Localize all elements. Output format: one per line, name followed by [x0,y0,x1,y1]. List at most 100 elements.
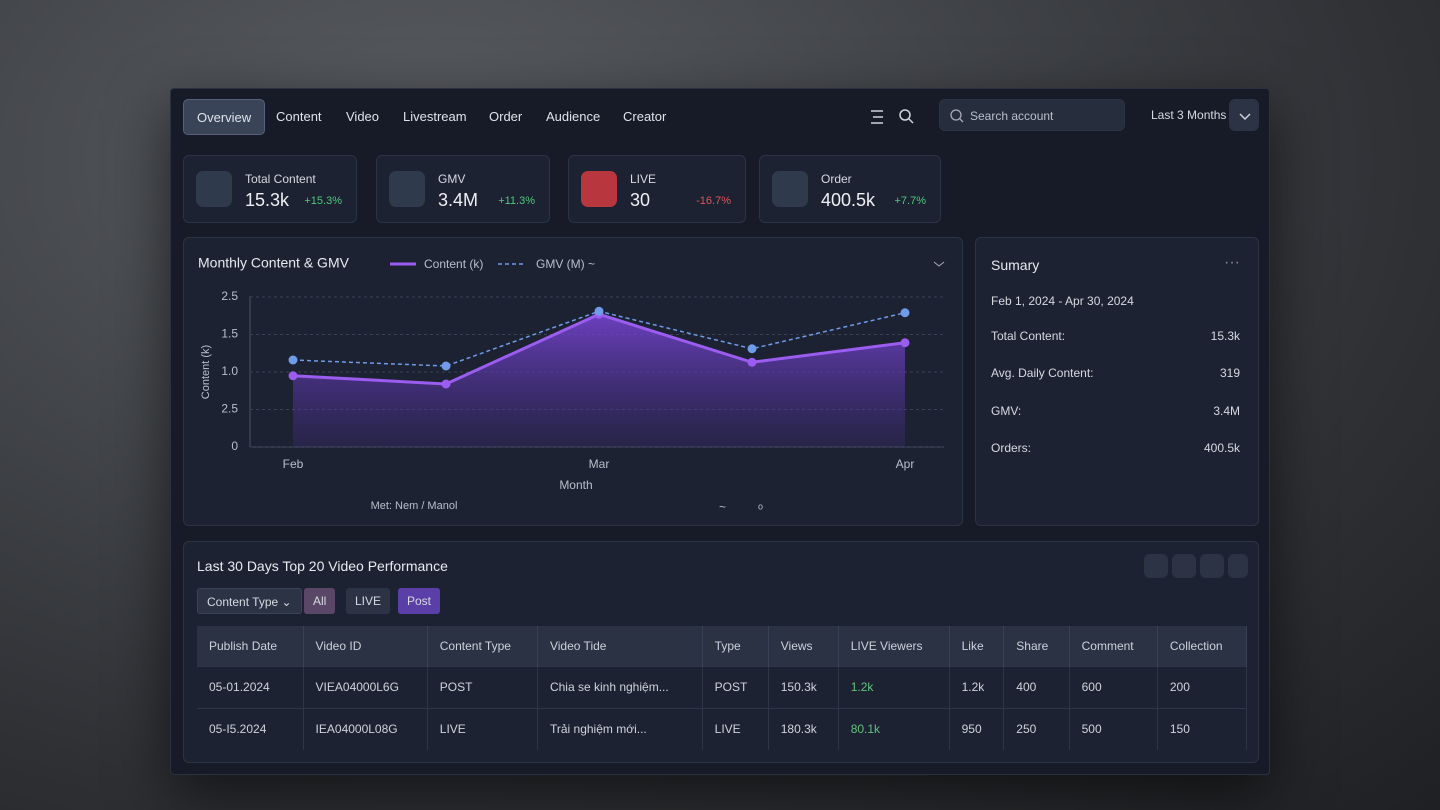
chart-title: Monthly Content & GMV [198,255,350,271]
y-tick-label: 2.5 [221,289,238,303]
chart: Monthly Content & GMV Content (k) GMV (M… [198,255,945,514]
table-cell: 950 [949,707,1005,750]
filter-chip[interactable]: LIVE [346,588,391,614]
kpi-value: 400.5k [821,190,876,210]
table-cell: 150.3k [768,665,839,708]
x-tick-label: Apr [896,457,915,471]
nav-tab[interactable]: Audience [546,109,601,124]
kpi-icon [196,171,232,207]
column-header: Content Type [427,626,538,666]
point [288,355,298,365]
summary-label: Orders: [991,441,1032,455]
y-tick-label: 2.5 [221,402,238,416]
kpi-value: 30 [630,190,651,210]
summary-label: GMV: [991,404,1022,418]
table-cell: 180.3k [768,707,839,750]
summary-row: Total Content: 15.3k [991,329,1240,343]
column-header: Share [1003,626,1070,666]
kpi-card: GMV 3.4M +11.3% [376,155,550,223]
x-tick-label: Mar [589,457,610,471]
point [747,344,757,354]
y-tick-label: 0 [231,439,238,453]
table-cell: IEA04000L08G [303,707,428,750]
more-icon[interactable]: ··· [1224,254,1240,271]
point [288,371,298,381]
dashboard: Overview Content Video Livestream Order … [170,88,1270,775]
kpi-icon [581,171,617,207]
table-cell: 250 [1003,707,1070,750]
legend-label: Content (k) [424,257,483,271]
summary-row: Orders: 400.5k [991,441,1240,455]
action-button[interactable] [1144,554,1168,578]
table-cell: 150 [1157,707,1248,750]
table-row: 05-I5.2024 IEA04000L08G LIVE Trải nghiệm mớ… [197,707,1248,750]
kpi-change: +7.7% [894,195,927,207]
filter-select[interactable]: Content Type ⌄ [197,588,302,614]
y-tick-label: 1.0 [221,364,238,378]
table-cell: POST [702,665,769,708]
filter-chip[interactable]: Post [398,588,441,614]
column-header: Video Tide [537,626,703,666]
summary-period: Feb 1, 2024 - Apr 30, 2024 [991,294,1134,308]
column-header: Collection [1157,626,1248,666]
search-placeholder: Search account [970,109,1054,123]
table-cell: 05-I5.2024 [197,707,304,750]
table-cell: 600 [1069,665,1158,708]
action-button[interactable] [1200,554,1224,578]
summary-value: 15.3k [1210,329,1240,343]
nav-tab[interactable]: Content [276,109,322,124]
range-select[interactable]: Last 3 Months [1151,108,1227,122]
point [441,361,451,371]
search-icon [950,109,964,123]
table-cell: LIVE [702,707,769,750]
summary-label: Avg. Daily Content: [991,366,1094,380]
action-button[interactable] [1172,554,1196,578]
column-header: Video ID [303,626,428,666]
table-row: 05-01.2024 VIEA04000L6G POST Chia se kinh n… [197,665,1248,708]
table-cell: 200 [1157,665,1248,708]
action-button[interactable] [1228,554,1248,578]
table-cell: 1.2k [949,665,1005,708]
range-toggle[interactable] [1229,99,1259,131]
table-actions[interactable] [1144,554,1248,578]
search-box[interactable]: Search account [939,99,1125,131]
table-card: Last 30 Days Top 20 Video Performance Co… [183,541,1259,763]
summary-row: GMV: 3.4M [991,404,1240,418]
table-cell: VIEA04000L6G [303,665,428,708]
nav-tab[interactable]: Video [346,109,380,124]
point [900,308,910,318]
table-cell: Trải nghiệm mới... [537,707,703,750]
legend-label: GMV (M) ~ [536,257,595,271]
column-header: Like [949,626,1005,666]
chart-footer: Met: Nem / Manol [371,500,458,512]
table-cell: 400 [1003,665,1070,708]
column-header: Publish Date [197,626,304,666]
kpi-card: Order 400.5k +7.7% [759,155,941,223]
summary-card: Sumary ··· Feb 1, 2024 - Apr 30, 2024 To… [975,237,1259,526]
nav-tab[interactable]: Order [489,109,523,124]
nav-tab[interactable]: Creator [623,109,667,124]
collapse-icon[interactable] [933,261,945,267]
kpi-label: GMV [438,172,466,186]
point [594,306,604,316]
area [293,314,905,447]
table-cell: POST [427,665,538,708]
kpi-icon [772,171,808,207]
filter-chip[interactable]: All [304,588,336,614]
nav-tab[interactable]: Livestream [403,109,467,124]
table-cell: 500 [1069,707,1158,750]
table-title: Last 30 Days Top 20 Video Performance [197,558,448,574]
column-header: LIVE Viewers [838,626,950,666]
y-tick-label: 1.5 [221,327,238,341]
kpi-value: 3.4M [438,190,479,210]
chart-card: Monthly Content & GMV Content (k) GMV (M… [183,237,963,526]
summary-value: 319 [1219,366,1240,380]
point [900,338,910,348]
x-tick-label: Feb [283,457,304,471]
column-header: Views [768,626,839,666]
column-header: Type [702,626,769,666]
toolbar-icons[interactable] [869,108,919,126]
kpi-label: Total Content [245,172,316,186]
point [747,357,757,367]
nav-tab[interactable]: Overview [183,99,266,135]
